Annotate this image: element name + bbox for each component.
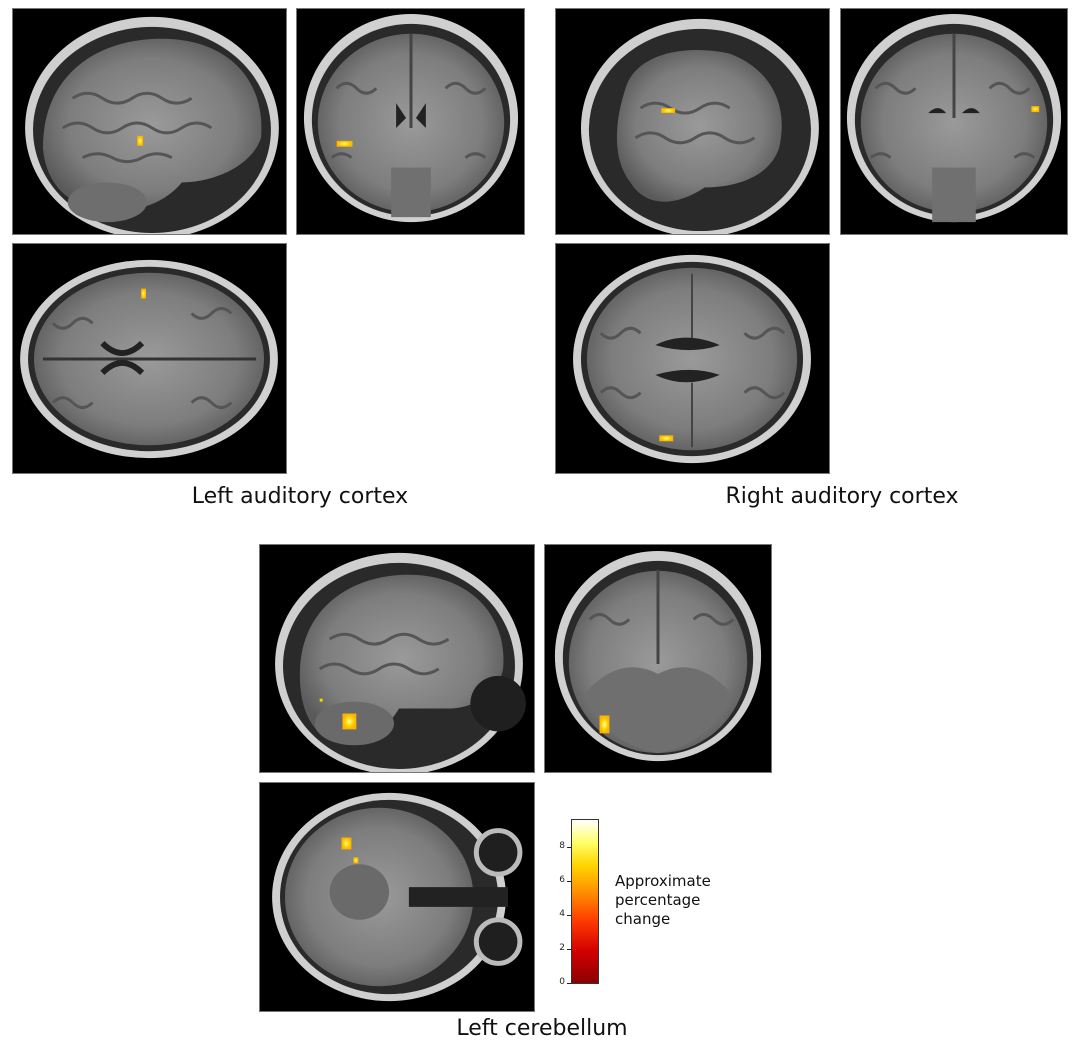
colorbar-label-line-1: Approximate [615,872,711,890]
colorbar-tick-8: 8 [559,841,565,851]
colorbar-tick-4: 4 [559,909,565,919]
colorbar-label: Approximate percentage change [615,872,711,929]
left-auditory-coronal-slice [296,8,525,235]
colorbar-tick-2: 2 [559,943,565,953]
colorbar-tickmark [567,983,571,984]
colorbar-tick-6: 6 [559,875,565,885]
caption-left-auditory-cortex: Left auditory cortex [191,484,409,509]
left-cerebellum-axial-slice [259,782,535,1012]
colorbar-tickmark [567,949,571,950]
colorbar-label-line-2: percentage [615,891,701,909]
right-auditory-coronal-slice [840,8,1068,235]
colorbar-label-line-3: change [615,910,671,928]
right-auditory-axial-slice [555,243,830,474]
left-cerebellum-sagittal-slice [259,544,535,773]
caption-left-cerebellum: Left cerebellum [456,1016,628,1041]
colorbar-tick-0: 0 [559,977,565,987]
caption-right-auditory-cortex: Right auditory cortex [725,484,959,509]
colorbar-tickmark [567,881,571,882]
left-auditory-sagittal-slice [12,8,287,235]
left-cerebellum-coronal-slice [544,544,772,773]
colorbar-tickmark [567,847,571,848]
right-auditory-sagittal-slice [555,8,830,235]
left-auditory-axial-slice [12,243,287,474]
colorbar-tickmark [567,915,571,916]
colorbar [571,819,599,984]
